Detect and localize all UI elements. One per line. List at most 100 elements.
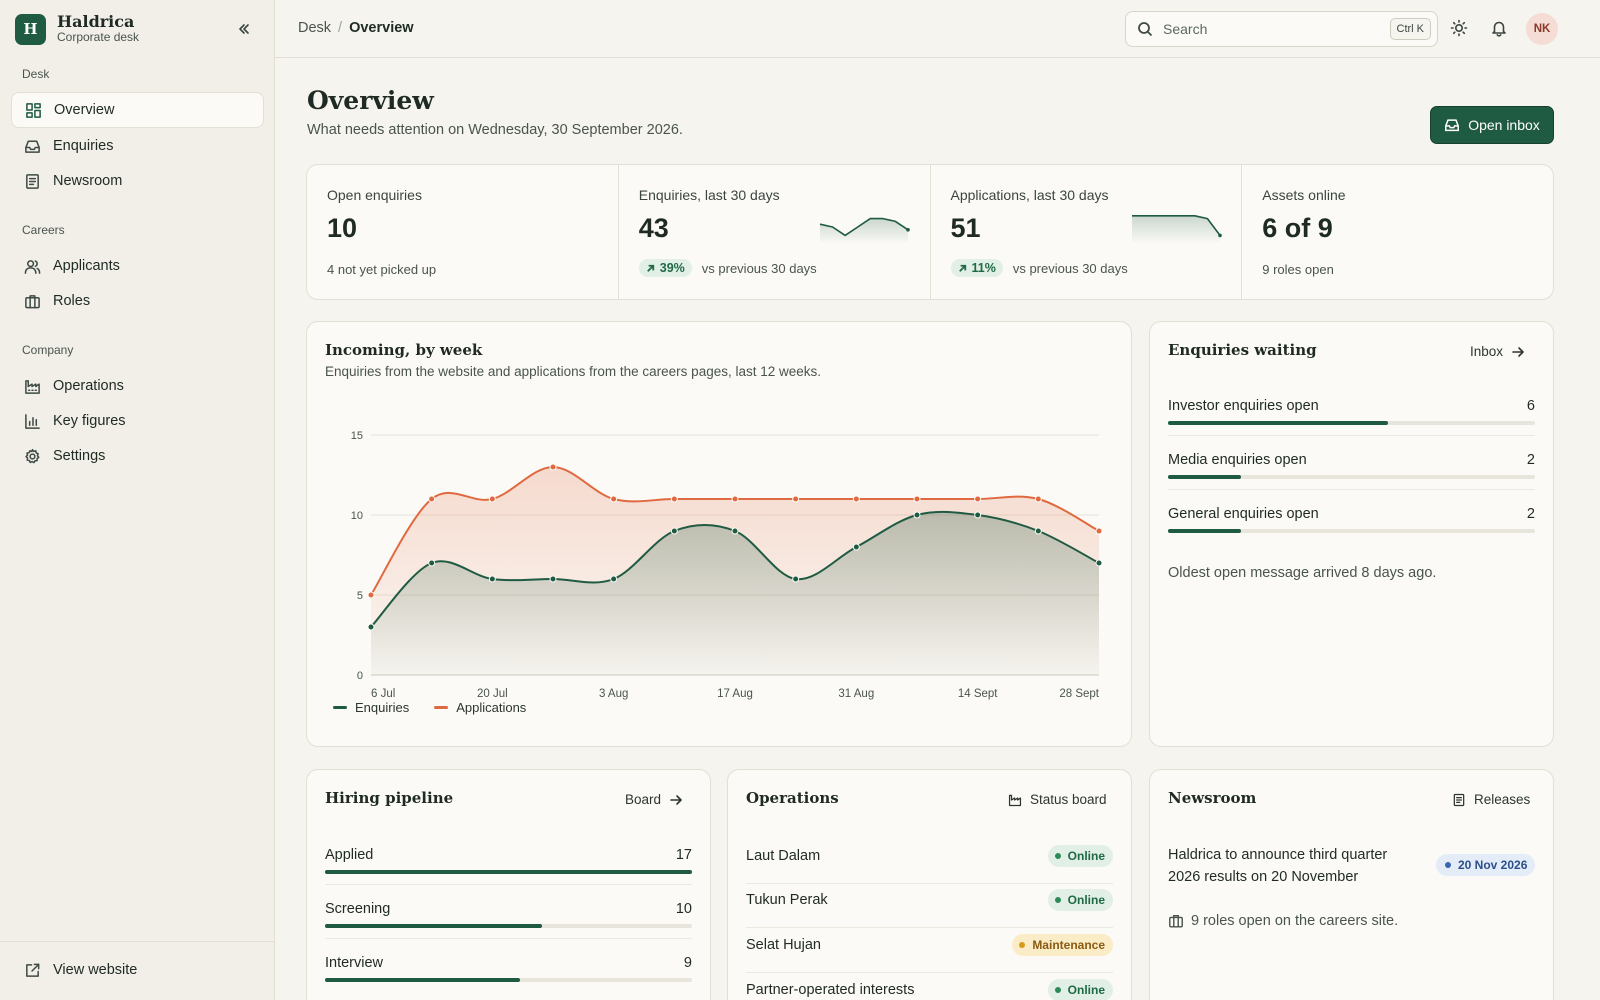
stat-label: Enquiries, last 30 days [638,187,780,203]
progress-track [325,924,692,928]
applications-sparkline [1131,215,1222,244]
data-point-applications[interactable] [913,495,921,503]
breadcrumb-desk[interactable]: Desk [298,20,332,36]
sidebar-item-operations[interactable]: Operations [11,368,264,404]
row-label: Interview [325,955,384,971]
sidebar: H Haldrica Corporate desk Desk Overview … [0,0,275,1000]
releases-label: Releases [1474,792,1531,807]
news-note-text: 9 roles open on the careers site. [1191,913,1399,929]
progress-track [325,978,692,982]
progress-fill [1168,475,1242,479]
data-point-applications[interactable] [1095,527,1103,535]
operations-row[interactable]: Selat Hujan Maintenance [746,929,1113,973]
view-website-link[interactable]: View website [11,952,264,988]
newsroom-card: Newsroom Releases Haldrica to announce t… [1149,769,1554,1000]
data-point-enquiries[interactable] [852,543,860,551]
status-board-link[interactable]: Status board [1008,792,1107,807]
data-point-enquiries[interactable] [610,575,618,583]
sidebar-item-applicants[interactable]: Applicants [11,248,264,284]
data-point-applications[interactable] [488,495,496,503]
data-point-enquiries[interactable] [913,511,921,519]
data-point-applications[interactable] [367,591,375,599]
stat-note: 4 not yet picked up [327,262,437,277]
sidebar-item-newsroom[interactable]: Newsroom [11,163,264,199]
row-count: 6 [1526,398,1535,414]
data-point-enquiries[interactable] [367,623,375,631]
sidebar-item-settings[interactable]: Settings [11,438,264,474]
data-point-enquiries[interactable] [428,559,436,567]
operations-row[interactable]: Tukun Perak Online [746,884,1113,928]
date-label: 20 Nov 2026 [1458,858,1528,872]
stats-card: Open enquiries 10 4 not yet picked up En… [306,164,1554,300]
status-label: Maintenance [1032,938,1105,952]
data-point-enquiries[interactable] [1034,527,1042,535]
data-point-applications[interactable] [549,463,557,471]
releases-link[interactable]: Releases [1452,792,1530,807]
sidebar-item-key-figures[interactable]: Key figures [11,403,264,439]
row-divider [325,938,692,939]
data-point-enquiries[interactable] [1095,559,1103,567]
progress-track [325,870,692,874]
data-point-applications[interactable] [428,495,436,503]
operations-row[interactable]: Partner-operated interests Online [746,974,1113,1000]
data-point-enquiries[interactable] [549,575,557,583]
sidebar-item-enquiries[interactable]: Enquiries [11,128,264,164]
row-label: Screening [325,901,391,917]
open-inbox-button[interactable]: Open inbox [1430,106,1554,144]
data-point-applications[interactable] [852,495,860,503]
sparkline-area [819,218,908,244]
brand[interactable]: H Haldrica Corporate desk [15,13,139,45]
stat-label: Applications, last 30 days [950,187,1109,203]
sidebar-item-roles[interactable]: Roles [11,283,264,319]
data-point-applications[interactable] [670,495,678,503]
sparkline-end-point [905,228,910,232]
operations-row[interactable]: Laut Dalam Online [746,840,1113,884]
data-point-enquiries[interactable] [731,527,739,535]
data-point-applications[interactable] [974,495,982,503]
date-badge: 20 Nov 2026 [1436,854,1536,876]
brand-name: Haldrica [57,12,135,31]
page-title: Overview [307,86,434,115]
status-label: Online [1067,849,1105,863]
data-point-enquiries[interactable] [488,575,496,583]
board-link[interactable]: Board [625,792,683,807]
x-tick-label: 28 Sept [1059,688,1099,700]
brand-subtitle: Corporate desk [57,30,140,44]
card-title: Newsroom [1168,789,1257,807]
notifications-button[interactable] [1488,17,1510,39]
avatar[interactable]: NK [1526,13,1558,45]
card-title: Incoming, by week [325,341,483,359]
theme-toggle-button[interactable] [1448,17,1470,39]
progress-track [1168,529,1535,533]
card-title: Hiring pipeline [325,789,454,807]
sidebar-item-label: Applicants [53,258,120,274]
news-headline[interactable]: Haldrica to announce third quarter 2026 … [1168,847,1388,885]
data-point-applications[interactable] [731,495,739,503]
series-area-enquiries [371,511,1099,675]
data-point-applications[interactable] [1034,495,1042,503]
legend-item-applications: Applications [434,700,526,715]
x-tick-label: 17 Aug [717,688,753,700]
data-point-enquiries[interactable] [974,511,982,519]
inbox-icon [25,140,40,153]
progress-fill [325,924,542,928]
row-count: 10 [675,901,692,917]
sidebar-item-label: Newsroom [53,173,123,189]
asset-name: Tukun Perak [746,892,828,908]
inbox-link[interactable]: Inbox [1470,344,1525,359]
sidebar-item-overview[interactable]: Overview [11,92,264,128]
row-divider [325,884,692,885]
sidebar-footer: View website [0,941,275,1000]
stat-trend: 11% vs previous 30 days [950,259,1128,277]
asset-name: Selat Hujan [746,937,821,953]
stat-note: 9 roles open [1262,262,1334,277]
search-input[interactable]: Search Ctrl K [1125,11,1438,47]
collapse-sidebar-button[interactable] [233,18,255,40]
data-point-enquiries[interactable] [670,527,678,535]
status-dot [1054,987,1061,993]
data-point-enquiries[interactable] [792,575,800,583]
inbox-icon [1445,119,1460,132]
change-pill: 39% [638,259,692,277]
data-point-applications[interactable] [792,495,800,503]
data-point-applications[interactable] [610,495,618,503]
